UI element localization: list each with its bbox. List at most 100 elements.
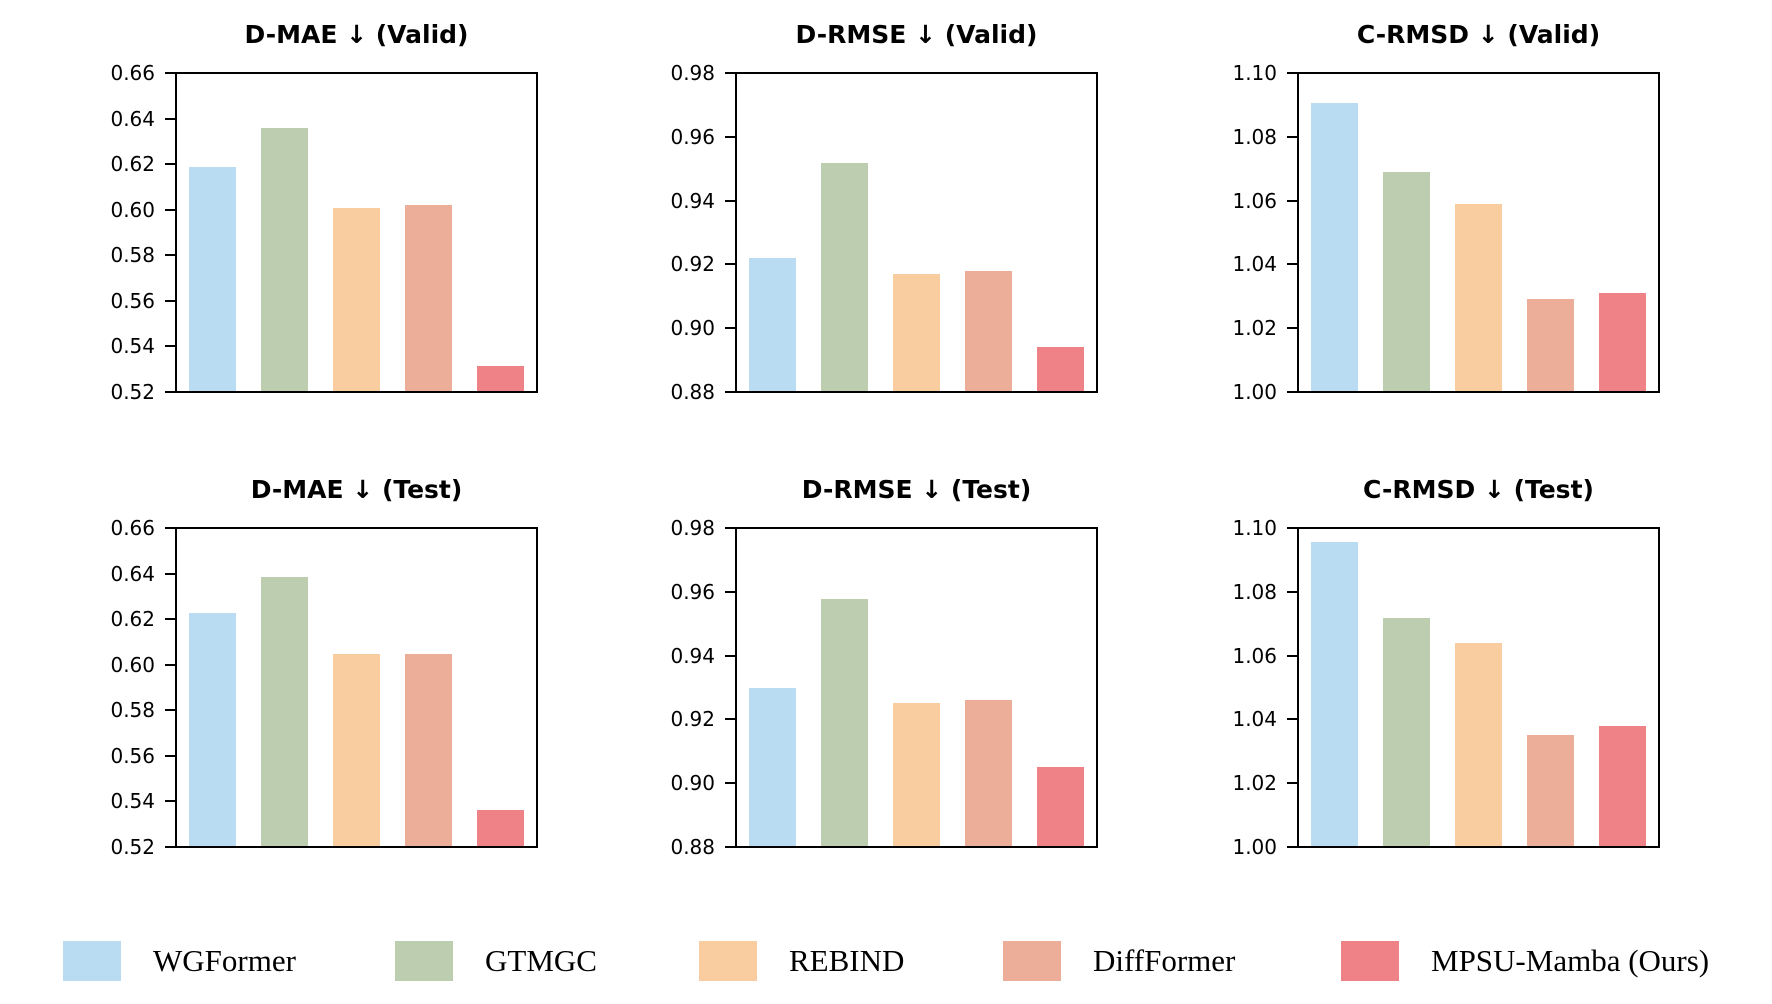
bar-gtmgc xyxy=(261,128,309,391)
y-axis-tick xyxy=(725,199,735,202)
plot-area xyxy=(735,527,1098,848)
y-axis-tick-label: 1.10 xyxy=(1232,61,1277,85)
legend-label: DiffFormer xyxy=(1093,943,1236,978)
bar-wgformer xyxy=(749,687,797,846)
legend-color-swatch xyxy=(699,941,757,981)
bar-wgformer xyxy=(1311,102,1359,391)
y-axis-tick-label: 0.92 xyxy=(670,252,715,277)
y-axis-tick xyxy=(165,754,175,757)
y-axis-tick-label: 1.10 xyxy=(1232,516,1277,540)
panel-title: D-RMSE ↓ (Valid) xyxy=(795,20,1038,49)
legend-color-swatch xyxy=(1003,941,1061,981)
bar-diffformer xyxy=(964,700,1012,846)
legend-entry-diffformer: DiffFormer xyxy=(1003,941,1235,981)
legend-label: WGFormer xyxy=(153,943,296,978)
panel-title: C-RMSD ↓ (Valid) xyxy=(1356,20,1601,49)
bar-mpsu-mamba-ours xyxy=(1598,292,1646,391)
y-axis-tick-label: 0.66 xyxy=(110,61,155,85)
y-axis-tick-label: 0.58 xyxy=(110,243,155,268)
y-axis-tick xyxy=(725,590,735,593)
y-axis-tick xyxy=(1287,199,1297,202)
y-axis-tick-label: 1.08 xyxy=(1232,124,1277,149)
y-axis-tick-label: 0.52 xyxy=(110,380,155,404)
y-axis-tick-label: 1.00 xyxy=(1232,835,1277,859)
legend-entry-mpsu-mamba-ours: MPSU-Mamba (Ours) xyxy=(1341,941,1709,981)
y-axis-tick-label: 1.02 xyxy=(1232,316,1277,341)
y-axis-tick-label: 0.88 xyxy=(670,380,715,404)
y-axis-tick-label: 0.54 xyxy=(110,334,155,359)
panel-title: D-RMSE ↓ (Test) xyxy=(801,475,1032,504)
y-axis-tick xyxy=(165,163,175,166)
legend-entry-rebind: REBIND xyxy=(699,941,904,981)
y-axis-tick-label: 0.62 xyxy=(110,152,155,177)
y-axis-tick xyxy=(725,263,735,266)
bar-rebind xyxy=(893,273,940,391)
y-axis-tick xyxy=(165,846,175,848)
y-axis-tick xyxy=(165,618,175,621)
bar-gtmgc xyxy=(261,576,309,846)
bar-wgformer xyxy=(1311,541,1359,846)
bar-diffformer xyxy=(964,270,1012,391)
legend-label: GTMGC xyxy=(485,943,597,978)
y-axis-tick-label: 0.60 xyxy=(110,652,155,677)
y-axis-tick-label: 0.94 xyxy=(670,188,715,213)
y-axis-tick-label: 0.94 xyxy=(670,643,715,668)
bar-diffformer xyxy=(1526,735,1574,846)
y-axis-tick-label: 0.64 xyxy=(110,106,155,131)
y-axis-tick xyxy=(165,208,175,211)
y-axis-tick-label: 1.06 xyxy=(1232,188,1277,213)
y-axis-tick-label: 1.00 xyxy=(1232,380,1277,404)
y-axis-tick-label: 0.96 xyxy=(670,579,715,604)
y-axis-tick-label: 0.64 xyxy=(110,561,155,586)
y-axis-tick xyxy=(725,527,735,529)
y-axis-tick xyxy=(1287,654,1297,657)
legend-entry-gtmgc: GTMGC xyxy=(395,941,597,981)
plot-area xyxy=(735,72,1098,393)
bar-gtmgc xyxy=(821,598,869,846)
y-axis-tick xyxy=(1287,846,1297,848)
bar-diffformer xyxy=(1526,299,1574,391)
y-axis-tick xyxy=(165,345,175,348)
bar-wgformer xyxy=(189,612,237,846)
y-axis-tick-label: 0.66 xyxy=(110,516,155,540)
y-axis-tick xyxy=(725,135,735,138)
bar-diffformer xyxy=(404,205,452,391)
y-axis-tick xyxy=(1287,72,1297,74)
legend-label: REBIND xyxy=(789,943,905,978)
bar-diffformer xyxy=(404,653,452,846)
y-axis-tick xyxy=(1287,590,1297,593)
legend-color-swatch xyxy=(395,941,453,981)
y-axis-tick xyxy=(165,391,175,393)
legend-color-swatch xyxy=(63,941,121,981)
y-axis-tick-label: 1.02 xyxy=(1232,771,1277,796)
bar-gtmgc xyxy=(821,162,869,391)
y-axis-tick-label: 1.04 xyxy=(1232,707,1277,732)
y-axis-tick xyxy=(165,800,175,803)
y-axis-tick xyxy=(1287,135,1297,138)
bar-wgformer xyxy=(189,166,237,391)
y-axis-tick-label: 0.62 xyxy=(110,607,155,632)
y-axis-tick xyxy=(165,663,175,666)
y-axis-tick xyxy=(165,299,175,302)
y-axis-tick xyxy=(1287,718,1297,721)
bar-mpsu-mamba-ours xyxy=(476,809,524,846)
y-axis-tick-label: 0.92 xyxy=(670,707,715,732)
y-axis-tick-label: 0.58 xyxy=(110,698,155,723)
y-axis-tick xyxy=(165,117,175,120)
legend-label: MPSU-Mamba (Ours) xyxy=(1431,943,1710,978)
plot-area xyxy=(175,527,538,848)
bar-rebind xyxy=(1455,643,1502,846)
panel-title: D-MAE ↓ (Valid) xyxy=(244,20,469,49)
panel-title: C-RMSD ↓ (Test) xyxy=(1363,475,1594,504)
bar-rebind xyxy=(333,653,380,846)
y-axis-tick-label: 0.90 xyxy=(670,771,715,796)
y-axis-tick-label: 0.88 xyxy=(670,835,715,859)
y-axis-tick-label: 0.98 xyxy=(670,516,715,540)
y-axis-tick-label: 0.98 xyxy=(670,61,715,85)
y-axis-tick-label: 0.56 xyxy=(110,743,155,768)
y-axis-tick xyxy=(725,72,735,74)
bar-mpsu-mamba-ours xyxy=(1036,346,1084,391)
plot-area xyxy=(1297,72,1660,393)
y-axis-tick xyxy=(1287,263,1297,266)
